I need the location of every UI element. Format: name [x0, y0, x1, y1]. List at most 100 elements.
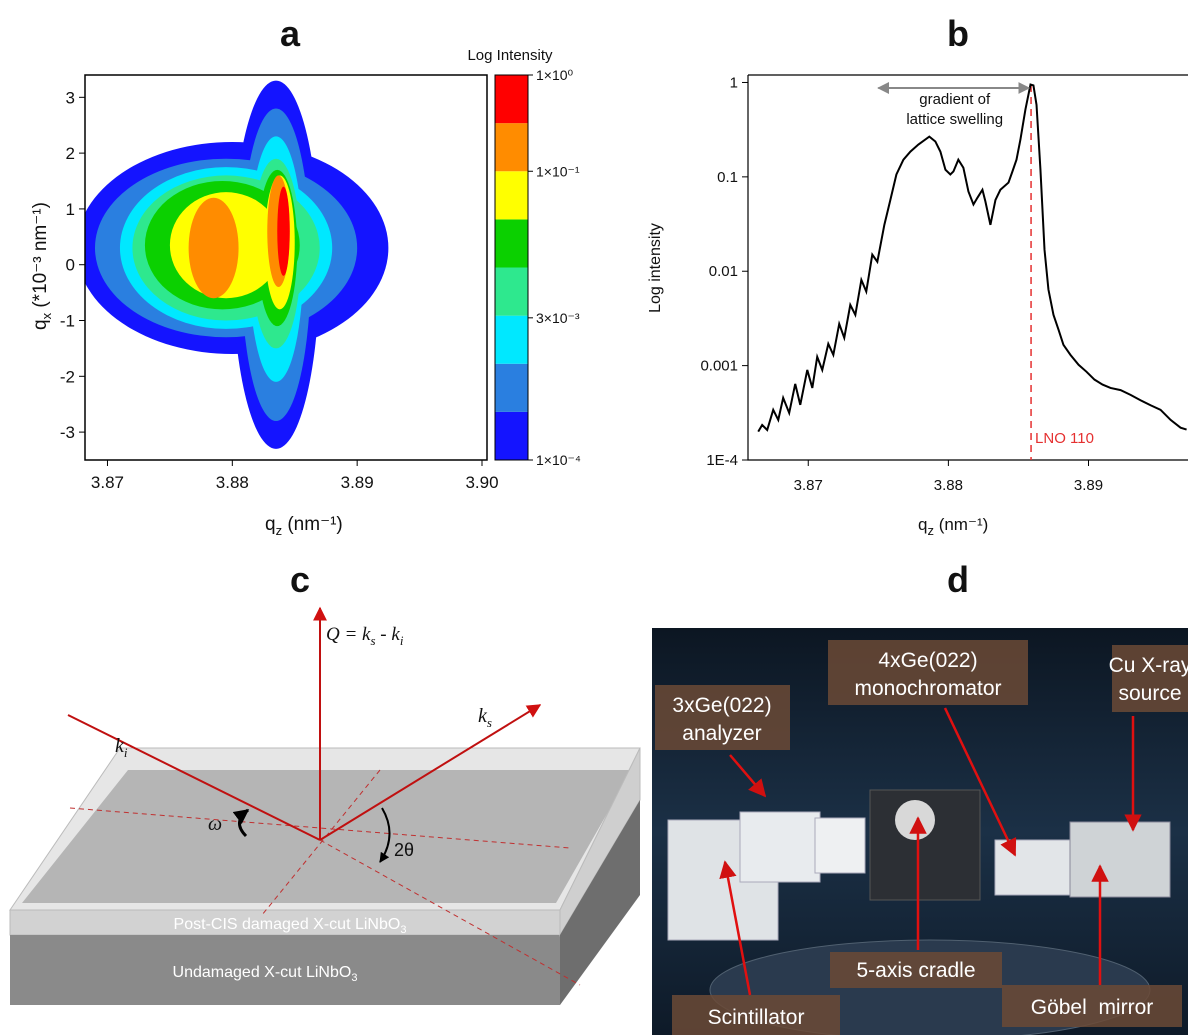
ks-label: ks — [478, 705, 492, 730]
label-box — [655, 685, 790, 750]
incident-beam — [67, 714, 321, 841]
source-housing — [1069, 821, 1171, 898]
y-axis-label: qx (*10⁻³ nm⁻¹) — [30, 202, 54, 330]
panel-c: Q = ks - ki ki ks ω 2θ Post-CIS damaged … — [9, 606, 641, 1005]
dashed-axis — [69, 807, 571, 849]
y-tick-label: -1 — [60, 312, 75, 331]
colorbar-frame — [494, 74, 529, 461]
y-tick-label: 0 — [66, 256, 75, 275]
colorbar-title: Log Intensity — [467, 47, 553, 64]
label-box — [1112, 645, 1188, 712]
colorbar-tick-label: 3×10⁻³ — [536, 310, 580, 326]
label-box — [830, 952, 1002, 988]
substrate-front — [10, 935, 560, 1005]
contour-region — [277, 186, 290, 276]
photo-label: Cu X-ray — [1109, 654, 1188, 677]
y-tick-label: 1 — [730, 74, 738, 91]
omega-arc — [232, 808, 250, 838]
label-part: q — [265, 514, 276, 535]
colorbar-band — [495, 411, 528, 460]
photo-label: analyzer — [682, 722, 761, 745]
photo-label: 4xGe(022) — [878, 649, 977, 672]
arrow — [729, 754, 767, 798]
x-tick-label: 3.90 — [465, 473, 498, 492]
label-part: x — [39, 312, 54, 319]
panel-label: a — [280, 13, 301, 54]
label-part: z — [276, 523, 283, 538]
x-axis-label: qz (nm⁻¹) — [265, 514, 343, 538]
photo-label: Göbel mirror — [1031, 996, 1154, 1019]
x-tick-label: 3.89 — [1074, 477, 1103, 494]
y-tick-label: -2 — [60, 367, 75, 386]
ki-label: ki — [115, 735, 128, 760]
colorbar-band — [495, 123, 528, 172]
y-tick-label: 2 — [66, 144, 75, 163]
data-line — [757, 83, 1187, 433]
substrate-label: Undamaged X-cut LiNbO3 — [173, 964, 358, 984]
sample-holder — [895, 800, 935, 840]
x-axis-label: qz (nm⁻¹) — [918, 515, 988, 538]
x-tick-label: 3.87 — [91, 473, 124, 492]
label-box — [828, 640, 1028, 705]
photo-label: Scintillator — [708, 1006, 805, 1029]
contour-regions — [85, 80, 389, 449]
photo-label: 3xGe(022) — [672, 694, 771, 717]
label-part: (nm⁻¹) — [934, 515, 988, 534]
colorbar-tick-label: 1×10⁻⁴ — [536, 452, 581, 468]
monochromator-housing — [994, 839, 1071, 896]
x-tick-label: 3.89 — [341, 473, 374, 492]
omega-label: ω — [208, 813, 222, 835]
scattered-beam — [319, 704, 542, 841]
x-tick-label: 3.88 — [934, 477, 963, 494]
q-label: Q = ks - ki — [326, 624, 404, 648]
substrate-side — [560, 800, 640, 1005]
label-part: q — [918, 515, 927, 534]
label-box — [1002, 985, 1182, 1027]
arrow — [943, 707, 1017, 857]
label-part: q — [30, 319, 51, 330]
panel-d: 3xGe(022) analyzer 4xGe(022) monochromat… — [652, 628, 1188, 1035]
label-part: (nm⁻¹) — [282, 514, 343, 535]
photo-label: source — [1118, 682, 1181, 705]
colorbar-band — [495, 219, 528, 268]
pointer-arrows — [719, 707, 1142, 996]
y-axis-label: Log intensity — [647, 223, 664, 313]
colorbar-band — [495, 363, 528, 412]
y-tick-label: 1E-4 — [706, 452, 738, 469]
annotation-text: gradient of — [919, 91, 991, 108]
y-tick-label: 0.01 — [709, 263, 738, 280]
colorbar-band — [495, 267, 528, 316]
y-tick-label: -3 — [60, 423, 75, 442]
colorbar-band — [495, 315, 528, 364]
axes — [747, 74, 1188, 461]
x-tick-label: 3.88 — [216, 473, 249, 492]
label-part: z — [927, 523, 934, 538]
annotation-text: lattice swelling — [906, 111, 1003, 128]
dashed-axis — [261, 769, 381, 916]
colorbar-band — [495, 75, 528, 124]
label-box — [672, 995, 840, 1035]
colorbar-tick-label: 1×10⁰ — [536, 67, 574, 83]
y-tick-label: 1 — [66, 200, 75, 219]
contour-region — [188, 197, 239, 299]
panel-b: 3.87 3.88 3.89 1E-4 0.001 0.01 0.1 1 qz (nm⁻¹) Lo… — [647, 74, 1188, 538]
photo-label: 5-axis cradle — [856, 959, 975, 982]
panel-label: b — [947, 13, 969, 54]
top-layer-label: Post-CIS damaged X-cut LiNbO3 — [174, 916, 407, 936]
y-tick-label: 0.1 — [717, 169, 738, 186]
colorbar-band — [495, 171, 528, 220]
colorbar-tick-label: 1×10⁻¹ — [536, 163, 580, 179]
analyzer-housing — [814, 817, 866, 874]
panel-label: c — [290, 559, 310, 600]
y-tick-label: 3 — [66, 88, 75, 107]
photo-label: monochromator — [854, 677, 1001, 700]
x-tick-label: 3.87 — [794, 477, 823, 494]
reference-label: LNO 110 — [1035, 430, 1094, 447]
two-theta-arc — [379, 807, 391, 863]
analyzer-housing — [739, 811, 821, 883]
label-part: (*10⁻³ nm⁻¹) — [30, 202, 51, 313]
dashed-axis — [319, 839, 581, 986]
plot-frame — [84, 74, 488, 461]
arrow — [719, 860, 752, 996]
